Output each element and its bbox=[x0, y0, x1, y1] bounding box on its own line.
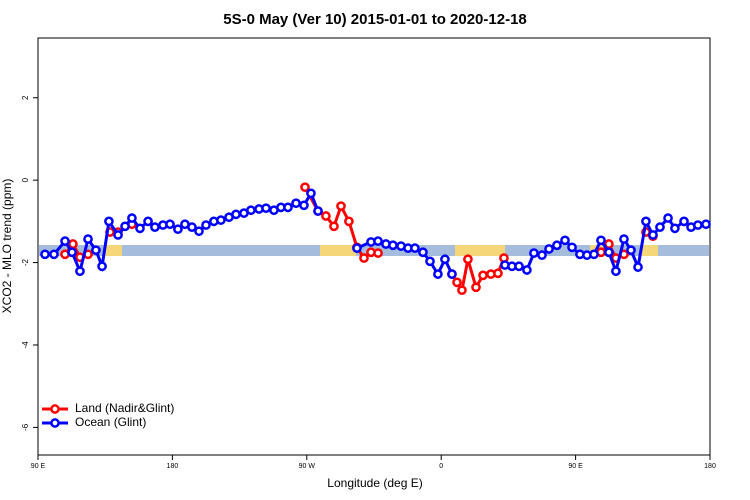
data-point bbox=[373, 248, 383, 258]
data-point bbox=[329, 221, 339, 232]
data-point bbox=[693, 220, 703, 230]
data-point bbox=[231, 209, 241, 220]
data-point bbox=[447, 269, 457, 279]
data-point bbox=[201, 220, 211, 230]
data-point bbox=[104, 216, 114, 227]
data-point bbox=[165, 219, 175, 230]
data-point bbox=[344, 216, 354, 227]
y-tick-label: 0 bbox=[21, 177, 30, 182]
data-point bbox=[425, 256, 435, 267]
data-point bbox=[150, 222, 160, 232]
data-point bbox=[336, 201, 346, 211]
x-tick-label: 90 W bbox=[299, 463, 316, 470]
data-point bbox=[91, 245, 101, 256]
y-tick-label: -4 bbox=[21, 341, 30, 349]
data-point bbox=[433, 269, 443, 279]
data-point bbox=[67, 247, 77, 258]
data-point bbox=[283, 202, 293, 213]
data-point bbox=[173, 224, 183, 235]
data-point bbox=[410, 243, 420, 253]
data-point bbox=[514, 261, 524, 272]
data-point bbox=[648, 230, 658, 240]
data-point bbox=[388, 240, 398, 251]
data-point bbox=[68, 239, 78, 249]
data-point bbox=[373, 236, 383, 246]
y-axis-label: XCO2 - MLO trend (ppm) bbox=[0, 179, 14, 314]
data-point bbox=[471, 282, 481, 293]
data-point bbox=[300, 182, 310, 193]
data-point bbox=[313, 206, 323, 216]
x-tick-label: 90 E bbox=[568, 463, 583, 470]
legend-label: Land (Nadir&Glint) bbox=[75, 401, 174, 415]
data-point bbox=[633, 262, 643, 272]
data-point bbox=[60, 236, 70, 246]
legend-marker bbox=[50, 418, 60, 428]
data-point bbox=[75, 266, 85, 277]
land-band bbox=[455, 245, 505, 256]
y-tick-label: -2 bbox=[21, 258, 30, 266]
y-tick-label: -6 bbox=[21, 423, 30, 431]
chart-title: 5S-0 May (Ver 10) 2015-01-01 to 2020-12-… bbox=[223, 11, 527, 28]
data-point bbox=[359, 253, 369, 263]
data-point bbox=[306, 188, 316, 199]
data-point bbox=[113, 230, 123, 240]
legend-label: Ocean (Glint) bbox=[75, 415, 146, 429]
data-point bbox=[619, 234, 629, 244]
data-point bbox=[701, 219, 711, 230]
data-point bbox=[352, 243, 362, 253]
data-point bbox=[321, 211, 331, 221]
data-point bbox=[457, 285, 467, 296]
data-point bbox=[522, 265, 532, 275]
data-point bbox=[135, 223, 145, 234]
data-point bbox=[83, 234, 93, 244]
data-point bbox=[246, 205, 256, 216]
data-point bbox=[97, 261, 107, 272]
data-point bbox=[143, 216, 153, 227]
data-point bbox=[120, 221, 130, 232]
data-point bbox=[40, 249, 50, 260]
data-point bbox=[529, 248, 539, 258]
data-point bbox=[663, 213, 673, 223]
land-band bbox=[104, 245, 122, 256]
x-tick-label: 180 bbox=[704, 463, 716, 470]
data-point bbox=[552, 240, 562, 251]
data-point bbox=[478, 270, 488, 281]
y-tick-label: 2 bbox=[21, 95, 30, 100]
data-point bbox=[127, 213, 137, 223]
data-point bbox=[299, 200, 309, 211]
land-band bbox=[320, 245, 356, 256]
data-point bbox=[604, 247, 614, 258]
x-tick-label: 180 bbox=[167, 463, 179, 470]
data-point bbox=[216, 215, 226, 225]
x-tick-label: 0 bbox=[439, 463, 443, 470]
data-point bbox=[626, 245, 636, 256]
data-point bbox=[418, 247, 428, 258]
data-point bbox=[679, 216, 689, 227]
data-point bbox=[291, 198, 301, 209]
data-point bbox=[537, 250, 547, 261]
legend-marker bbox=[50, 404, 60, 414]
data-point bbox=[440, 254, 450, 265]
data-point bbox=[261, 203, 271, 214]
data-point bbox=[493, 268, 503, 279]
data-point bbox=[187, 222, 197, 232]
data-point bbox=[452, 277, 462, 288]
data-point bbox=[560, 235, 570, 246]
data-point bbox=[655, 222, 665, 232]
data-point bbox=[596, 235, 606, 246]
x-tick-label: 90 E bbox=[31, 463, 46, 470]
data-point bbox=[544, 244, 554, 254]
land-band bbox=[640, 245, 658, 256]
data-point bbox=[611, 266, 621, 277]
data-point bbox=[670, 223, 680, 234]
x-axis-label: Longitude (deg E) bbox=[327, 476, 422, 490]
data-point bbox=[567, 242, 577, 253]
data-point bbox=[194, 226, 204, 237]
data-point bbox=[49, 249, 59, 260]
data-point bbox=[641, 216, 651, 227]
data-point bbox=[589, 249, 599, 260]
data-point bbox=[463, 254, 473, 265]
plot-frame bbox=[37, 37, 711, 456]
